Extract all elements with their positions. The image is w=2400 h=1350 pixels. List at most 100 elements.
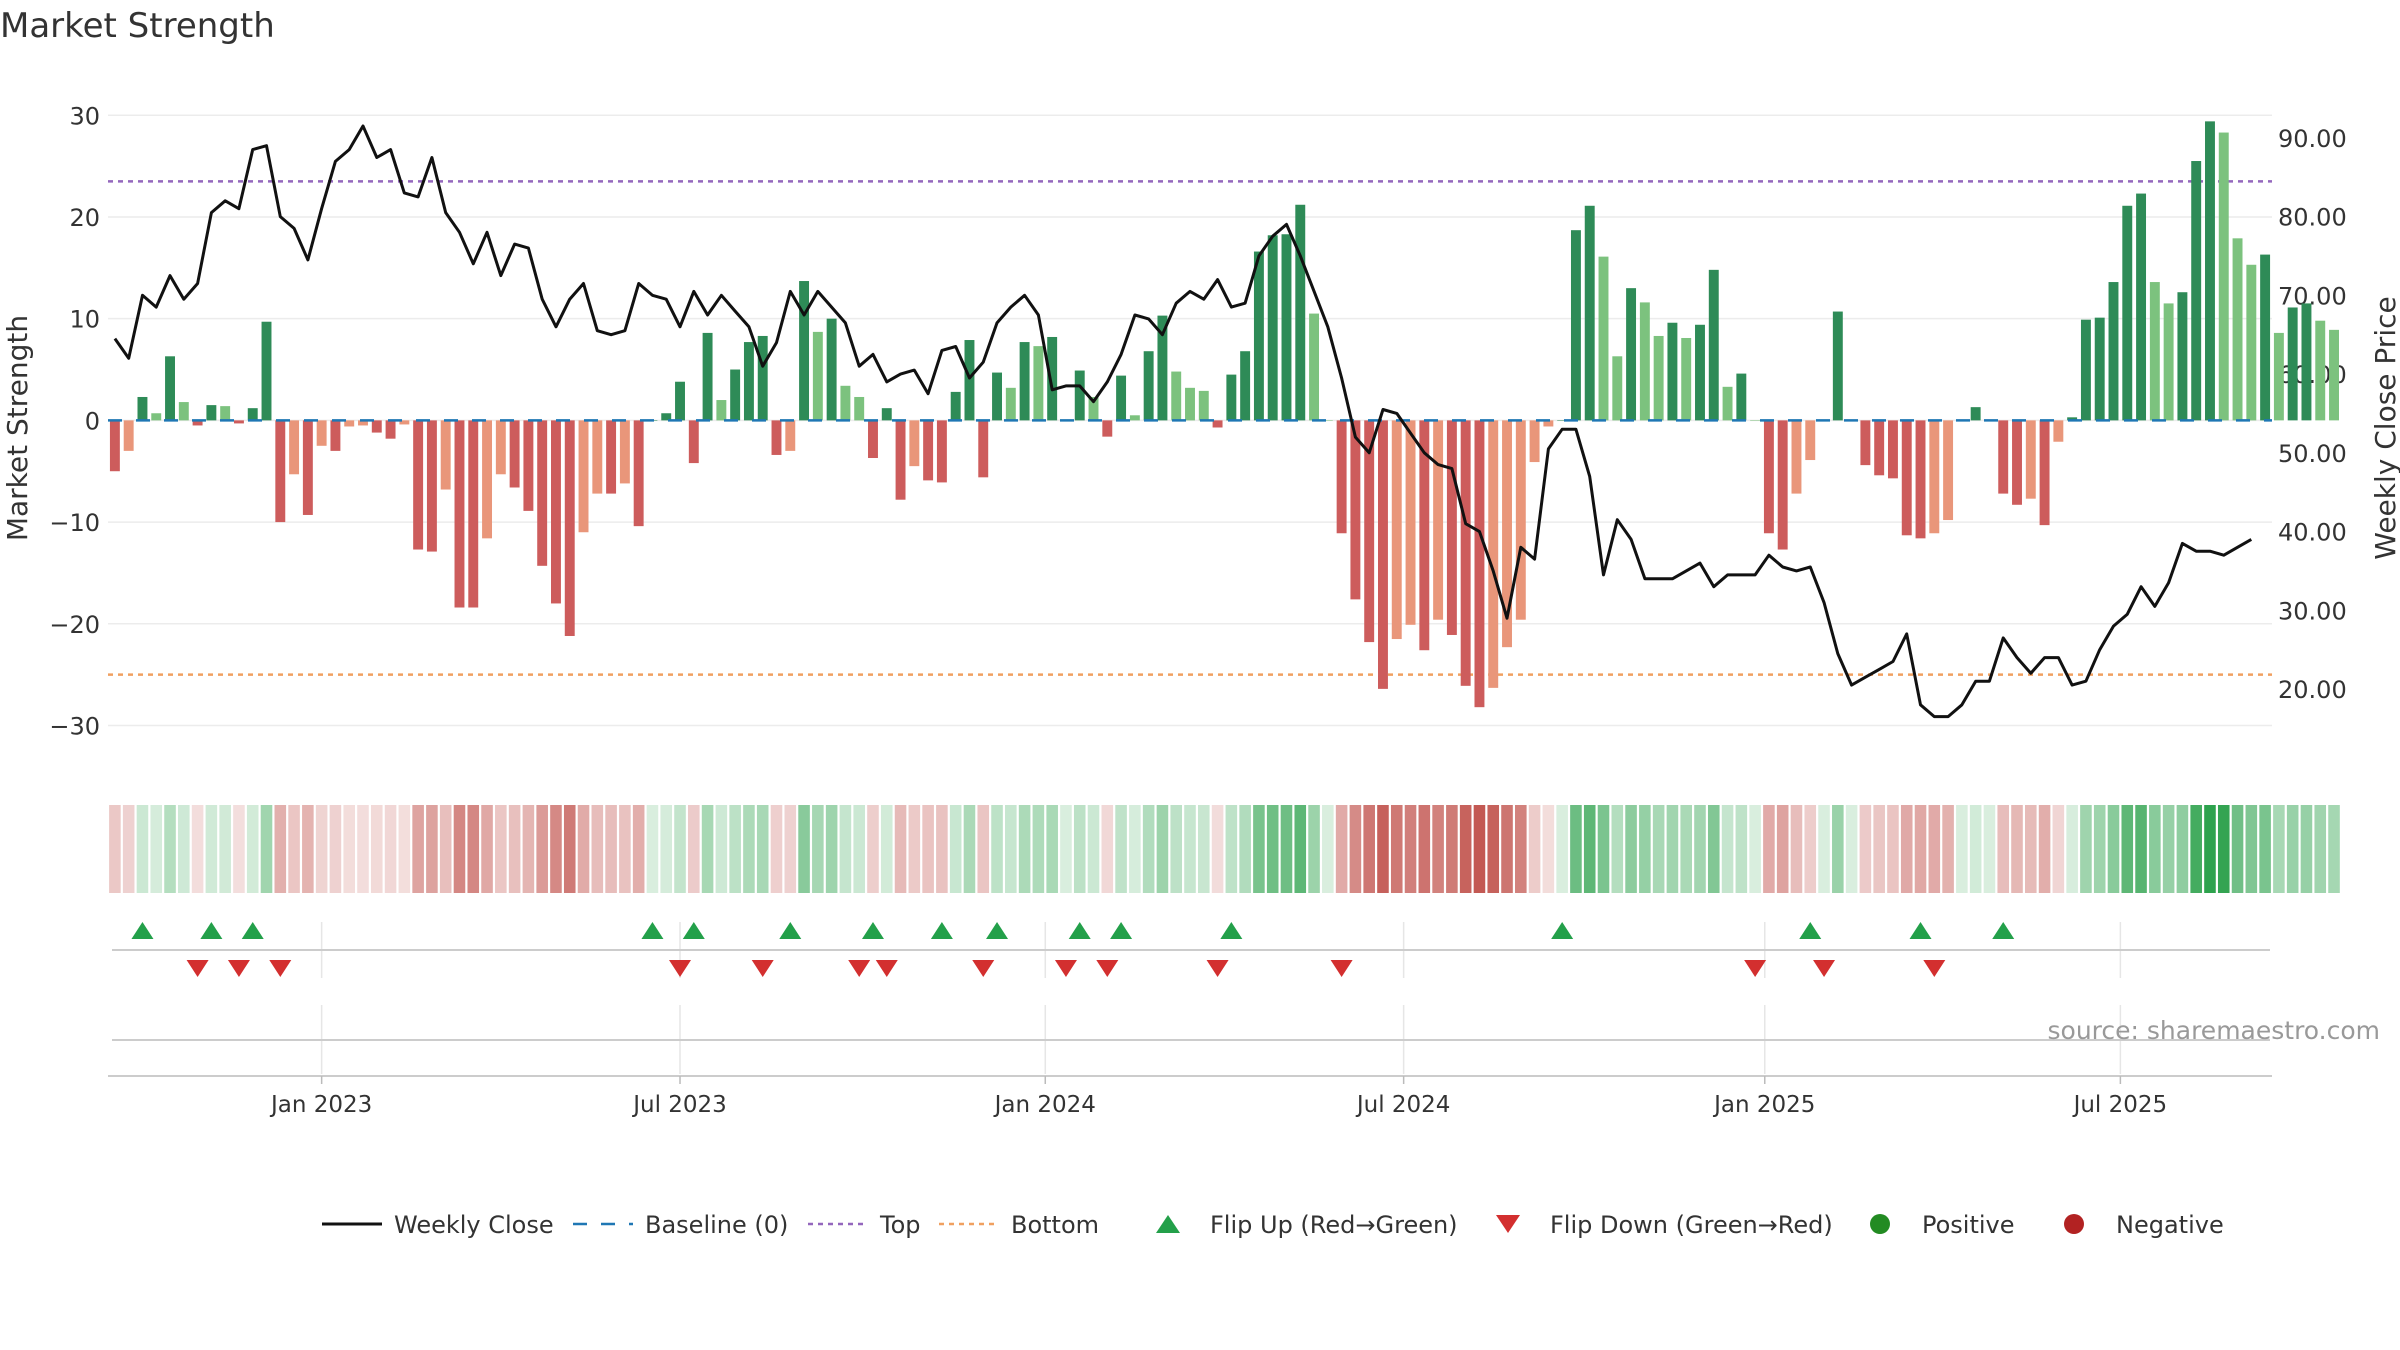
strength-bar xyxy=(1198,390,1209,421)
strength-heat-cell xyxy=(1046,805,1058,893)
strength-bar xyxy=(661,413,672,421)
legend-item: Baseline (0) xyxy=(573,1211,788,1239)
strength-heat-cell xyxy=(825,805,838,893)
strength-heat-cell xyxy=(715,805,728,893)
x-tick-label: Jul 2024 xyxy=(1355,1092,1451,1118)
strength-heat-cell xyxy=(109,805,121,893)
strength-bar xyxy=(1378,420,1388,689)
legend-item: Positive xyxy=(1870,1211,2015,1239)
strength-heat-cell xyxy=(1390,805,1403,893)
y2-tick-label: 40.00 xyxy=(2278,519,2347,547)
strength-heat-cell xyxy=(1887,805,1899,893)
flip-down-marker xyxy=(1744,960,1767,977)
strength-bar xyxy=(2301,303,2312,421)
strength-heat-cell xyxy=(2052,805,2065,893)
strength-bar xyxy=(1777,420,1788,550)
strength-bar xyxy=(1267,235,1278,421)
flip-up-marker xyxy=(1068,922,1091,939)
strength-bar xyxy=(247,408,258,421)
strength-bar xyxy=(358,420,368,426)
strength-bar xyxy=(1929,420,1940,534)
strength-bar xyxy=(371,420,382,433)
strength-heat-cell xyxy=(1528,805,1541,893)
strength-bar xyxy=(1570,230,1581,421)
strength-heat-cell xyxy=(2149,805,2161,893)
strength-heat-cell xyxy=(1900,805,1913,893)
strength-bar xyxy=(578,420,589,533)
strength-bar xyxy=(1281,234,1292,421)
legend-label: Negative xyxy=(2116,1211,2224,1239)
flip-up-marker xyxy=(861,922,884,939)
strength-heat-cell xyxy=(839,805,852,893)
strength-bar xyxy=(606,420,617,494)
y2-tick-label: 90.00 xyxy=(2278,125,2347,153)
strength-bar xyxy=(523,420,534,511)
strength-bar xyxy=(316,420,327,446)
strength-bar xyxy=(1350,420,1361,600)
strength-bar xyxy=(1543,420,1554,427)
strength-bar xyxy=(1791,420,1802,494)
strength-heat-cell xyxy=(370,805,383,893)
strength-heat-cell xyxy=(2190,805,2202,893)
strength-heat-cell xyxy=(1707,805,1720,893)
strength-bar xyxy=(1584,205,1595,421)
strength-bar xyxy=(1805,420,1816,461)
strength-bar xyxy=(2080,319,2091,421)
strength-heat-cell xyxy=(1928,805,1941,893)
strength-bar xyxy=(2136,193,2147,421)
strength-heat-cell xyxy=(329,805,342,893)
strength-heat-cell xyxy=(1556,805,1568,893)
strength-heat-cell xyxy=(2273,805,2285,893)
strength-heat-cell xyxy=(191,805,204,893)
strength-bar xyxy=(826,318,837,421)
strength-bar xyxy=(1970,407,1981,421)
strength-heat-cell xyxy=(2314,805,2327,893)
strength-bar xyxy=(1102,420,1113,437)
strength-heat-cell xyxy=(2121,805,2134,893)
strength-bar xyxy=(909,420,920,467)
strength-heat-cell xyxy=(1832,805,1844,893)
strength-bar xyxy=(1295,204,1306,421)
flip-down-marker xyxy=(1813,960,1836,977)
strength-heat-cell xyxy=(991,805,1003,893)
strength-heat-cell xyxy=(894,805,907,893)
strength-bar xyxy=(702,332,713,421)
flip-up-marker xyxy=(200,922,223,939)
strength-heat-cell xyxy=(122,805,135,893)
strength-bar xyxy=(206,405,217,421)
strength-heat-cell xyxy=(2217,805,2230,893)
strength-heat-cell xyxy=(2176,805,2189,893)
strength-bar xyxy=(2122,205,2133,421)
flip-up-marker xyxy=(241,922,264,939)
strength-heat-cell xyxy=(1032,805,1045,893)
strength-heat-cell xyxy=(770,805,783,893)
strength-heat-cell xyxy=(1446,805,1458,893)
strength-heat-cell xyxy=(1735,805,1748,893)
strength-heat-cell xyxy=(591,805,604,893)
strength-bar xyxy=(2108,282,2119,421)
strength-heat-cell xyxy=(563,805,576,893)
strength-heat-cell xyxy=(688,805,700,893)
flip-up-marker xyxy=(930,922,953,939)
strength-bar xyxy=(771,420,782,455)
strength-heat-cell xyxy=(2066,805,2078,893)
strength-bar xyxy=(468,420,479,608)
strength-heat-cell xyxy=(522,805,535,893)
strength-heat-cell xyxy=(2011,805,2023,893)
strength-bar xyxy=(964,340,975,421)
y2-tick-label: 50.00 xyxy=(2278,440,2347,468)
strength-bar xyxy=(1529,420,1540,463)
strength-bar xyxy=(812,331,823,421)
strength-bar xyxy=(1515,420,1526,620)
strength-bar xyxy=(840,385,851,421)
strength-heat-cell xyxy=(1597,805,1610,893)
strength-heat-cell xyxy=(936,805,948,893)
strength-bar xyxy=(2163,303,2174,421)
legend-triangle-down xyxy=(1496,1215,1520,1233)
strength-bar xyxy=(564,420,575,636)
strength-heat-cell xyxy=(1845,805,1858,893)
strength-bar xyxy=(757,335,768,421)
strength-heat-cell xyxy=(1335,805,1348,893)
strength-heat-cell xyxy=(1956,805,1968,893)
strength-bar xyxy=(1612,356,1623,421)
